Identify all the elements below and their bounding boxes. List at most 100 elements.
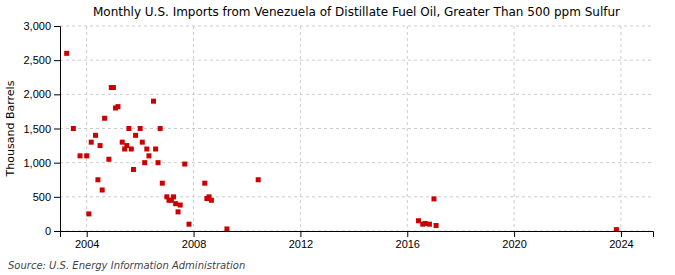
point <box>142 160 147 165</box>
point <box>138 126 143 131</box>
point <box>133 133 138 138</box>
y-axis-tick-mark <box>54 163 60 164</box>
point <box>115 104 120 109</box>
point <box>416 218 421 223</box>
point <box>224 226 229 231</box>
point <box>89 140 94 145</box>
point <box>95 177 100 182</box>
point <box>202 181 207 186</box>
point <box>434 223 439 228</box>
point <box>93 133 98 138</box>
point <box>126 126 131 131</box>
point <box>144 147 149 152</box>
y-axis-tick: 2,500 <box>23 54 60 66</box>
x-axis-tick: 2004 <box>75 231 99 250</box>
annotation: Source: U.S. Energy Information Administ… <box>8 260 245 271</box>
point <box>158 126 163 131</box>
y-axis-title: Thousand Barrels <box>4 80 17 177</box>
point <box>614 227 619 231</box>
x-axis-tick-label: 2012 <box>289 238 313 250</box>
y-axis-tick-label: 2,500 <box>23 54 51 66</box>
x-axis-tick-label: 2024 <box>609 238 633 250</box>
point <box>146 153 151 158</box>
x-axis-tick-mark <box>194 231 195 237</box>
x-axis-tick-mark <box>514 231 515 237</box>
point <box>71 126 76 131</box>
point <box>106 157 111 162</box>
point <box>187 222 192 227</box>
y-axis-tick: 1,000 <box>23 157 60 169</box>
y-axis-tick-label: 0 <box>45 225 51 237</box>
x-axis-tick: 2012 <box>289 231 313 250</box>
y-axis-tick: 1,500 <box>23 123 60 135</box>
y-axis-tick-label: 2,000 <box>23 88 51 100</box>
point <box>423 221 428 226</box>
grid-line <box>60 162 653 163</box>
y-axis-tick-mark <box>54 231 60 232</box>
point <box>86 211 91 216</box>
x-axis-tick-label: 2008 <box>182 238 206 250</box>
point <box>129 147 134 152</box>
point <box>140 140 145 145</box>
grid-line <box>514 26 515 231</box>
y-axis-tick-label: 1,500 <box>23 123 51 135</box>
y-axis-tick: 2,000 <box>23 88 60 100</box>
x-axis-tick-mark <box>407 231 408 237</box>
point <box>176 209 181 214</box>
x-axis-line <box>61 232 654 238</box>
point <box>209 198 214 203</box>
x-axis-tick-label: 2016 <box>396 238 420 250</box>
point <box>173 201 178 206</box>
points <box>64 51 619 231</box>
point <box>156 160 161 165</box>
y-axis-tick-label: 500 <box>33 191 51 203</box>
y-axis-tick-label: 3,000 <box>23 20 51 32</box>
point <box>84 153 89 158</box>
x-axis: 2004 2008 2012 2016 2020 2024 <box>61 231 654 250</box>
x-axis-tick: 2008 <box>182 231 206 250</box>
point <box>427 222 432 227</box>
y-axis-tick: 3,000 <box>23 20 60 32</box>
grid-line <box>60 128 653 129</box>
point <box>178 203 183 208</box>
grid-line <box>60 26 653 27</box>
point <box>120 140 125 145</box>
y-axis-tick-mark <box>54 94 60 95</box>
y-axis-tick-mark <box>54 26 60 27</box>
grid-line <box>60 196 653 197</box>
point <box>102 116 107 121</box>
y-axis-tick: 500 <box>33 191 60 203</box>
x-axis-tick: 2024 <box>609 231 633 250</box>
point <box>256 177 261 182</box>
point <box>151 99 156 104</box>
chart: 2004 2008 2012 2016 2020 2024 0 500 1,000 1,500 2,… <box>0 0 675 275</box>
grid-line <box>60 94 653 95</box>
y-axis-tick-mark <box>54 60 60 61</box>
plot: 2004 2008 2012 2016 2020 2024 0 500 1,000 1,500 2,… <box>23 20 653 250</box>
grid-line <box>60 60 653 61</box>
y-axis-tick-label: 1,000 <box>23 157 51 169</box>
y-axis: 0 500 1,000 1,500 2,000 2,500 3,000 <box>23 20 60 237</box>
point <box>98 143 103 148</box>
point <box>124 143 129 148</box>
y-axis-tick-mark <box>54 197 60 198</box>
grid-line <box>407 26 408 231</box>
y-axis-tick-mark <box>54 129 60 130</box>
point <box>64 51 69 56</box>
x-axis-tick-label: 2004 <box>75 238 99 250</box>
x-axis-tick-label: 2020 <box>502 238 526 250</box>
point <box>111 85 116 90</box>
point <box>153 147 158 152</box>
y-axis-line <box>54 27 61 232</box>
title: Monthly U.S. Imports from Venezuela of D… <box>93 5 620 19</box>
point <box>131 167 136 172</box>
x-axis-tick-mark <box>621 231 622 237</box>
grid <box>60 26 653 231</box>
x-axis-tick-mark <box>87 231 88 237</box>
point <box>182 162 187 167</box>
point <box>431 196 436 201</box>
point <box>171 194 176 199</box>
x-axis-tick: 2016 <box>396 231 420 250</box>
x-axis-tick-mark <box>300 231 301 237</box>
x-axis-tick: 2020 <box>502 231 526 250</box>
